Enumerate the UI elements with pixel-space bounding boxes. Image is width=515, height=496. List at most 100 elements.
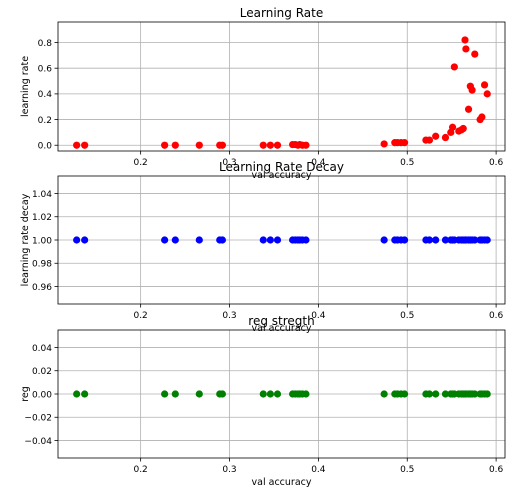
data-point <box>432 236 440 244</box>
data-point <box>464 105 473 113</box>
x-tick-label: 0.5 <box>400 465 414 475</box>
data-point <box>302 390 310 398</box>
data-point <box>425 136 434 144</box>
x-tick-label: 0.5 <box>400 158 414 168</box>
data-point <box>432 132 440 140</box>
x-tick-label: 0.2 <box>133 465 147 475</box>
data-point <box>441 133 450 142</box>
x-axis-label: val accuracy <box>252 170 312 181</box>
y-tick-label: 1.04 <box>32 190 52 200</box>
x-tick-label: 0.6 <box>489 465 504 475</box>
data-point <box>161 390 169 398</box>
data-point <box>161 236 169 244</box>
y-tick-label: 0.2 <box>38 116 52 126</box>
x-axis-label: val accuracy <box>252 477 312 488</box>
data-point <box>480 81 489 89</box>
subplot-1: 0.2 0.3 0.4 0.5 0.6 0.0 0.2 0.4 0.6 0.8 val accura… <box>20 6 506 181</box>
data-point <box>471 50 479 58</box>
data-point <box>195 236 203 244</box>
subplot-3: 0.2 0.3 0.4 0.5 0.6 −0.04 −0.02 0.00 0.02 0.04 val… <box>20 314 506 488</box>
data-point <box>218 390 227 398</box>
y-tick-label: 0.8 <box>38 39 53 49</box>
data-point <box>161 141 169 149</box>
chart-title: Learning Rate Decay <box>219 160 344 174</box>
y-tick-label: −0.02 <box>24 414 52 424</box>
data-point <box>273 236 282 244</box>
y-tick-label: −0.04 <box>24 437 52 447</box>
data-point <box>380 390 388 398</box>
x-tick-label: 0.6 <box>489 311 504 321</box>
y-tick-label: 0.96 <box>32 283 52 293</box>
data-point <box>432 390 440 398</box>
y-axis-label: learning rate decay <box>20 193 31 286</box>
x-tick-label: 0.5 <box>400 311 414 321</box>
data-point <box>483 90 491 98</box>
data-point <box>380 140 388 148</box>
data-point <box>259 141 267 149</box>
data-point <box>218 141 227 149</box>
data-point <box>273 390 282 398</box>
plot-frame <box>57 21 506 152</box>
data-point <box>400 236 409 244</box>
data-point <box>380 236 388 244</box>
data-point <box>73 390 81 398</box>
data-point <box>171 390 179 398</box>
data-point <box>81 141 89 149</box>
y-tick-label: 0.98 <box>32 260 52 270</box>
x-tick-label: 0.2 <box>133 158 147 168</box>
x-tick-label: 0.4 <box>311 158 326 168</box>
data-point <box>425 390 434 398</box>
data-point <box>459 124 467 133</box>
data-point <box>259 236 267 244</box>
x-tick-label: 0.3 <box>222 465 236 475</box>
data-point <box>302 236 310 244</box>
data-point <box>471 236 479 244</box>
data-point <box>478 113 486 121</box>
data-point <box>266 236 274 244</box>
data-point <box>400 139 409 147</box>
y-tick-label: 0.6 <box>38 65 53 75</box>
x-tick-label: 0.3 <box>222 311 236 321</box>
data-point <box>471 390 479 398</box>
data-point <box>81 236 89 244</box>
y-tick-label: 0.02 <box>32 367 52 377</box>
x-tick-label: 0.2 <box>133 311 147 321</box>
x-tick-label: 0.4 <box>311 311 326 321</box>
data-point <box>450 63 458 71</box>
y-tick-label: 0.04 <box>32 344 52 354</box>
data-point <box>302 141 310 149</box>
data-point <box>73 236 81 244</box>
data-point <box>441 390 450 398</box>
y-axis-label: learning rate <box>20 56 31 117</box>
data-point <box>195 390 203 398</box>
chart-title: reg stregth <box>248 314 314 328</box>
data-point <box>448 123 457 131</box>
data-point <box>73 141 81 149</box>
data-point <box>461 36 469 44</box>
data-point <box>171 236 179 244</box>
data-point <box>259 390 267 398</box>
data-point <box>462 45 470 53</box>
subplot-2: 0.2 0.3 0.4 0.5 0.6 0.96 0.98 1.00 1.02 1.04 val a… <box>20 160 506 334</box>
data-point <box>441 236 450 244</box>
y-axis-label: reg <box>20 386 31 402</box>
x-axis-label: val accuracy <box>252 323 312 334</box>
data-point <box>218 236 227 244</box>
x-tick-label: 0.6 <box>489 158 504 168</box>
data-point <box>400 390 409 398</box>
data-point <box>171 141 179 149</box>
x-tick-label: 0.3 <box>222 158 236 168</box>
y-tick-label: 1.02 <box>32 213 52 223</box>
data-point <box>483 236 491 244</box>
x-tick-label: 0.4 <box>311 465 326 475</box>
data-point <box>195 141 203 149</box>
data-point <box>483 390 491 398</box>
data-point <box>266 141 274 149</box>
y-tick-label: 0.00 <box>32 390 52 400</box>
data-point <box>425 236 434 244</box>
data-point <box>468 86 476 94</box>
y-tick-label: 1.00 <box>32 236 52 246</box>
chart-title: Learning Rate <box>240 6 323 20</box>
